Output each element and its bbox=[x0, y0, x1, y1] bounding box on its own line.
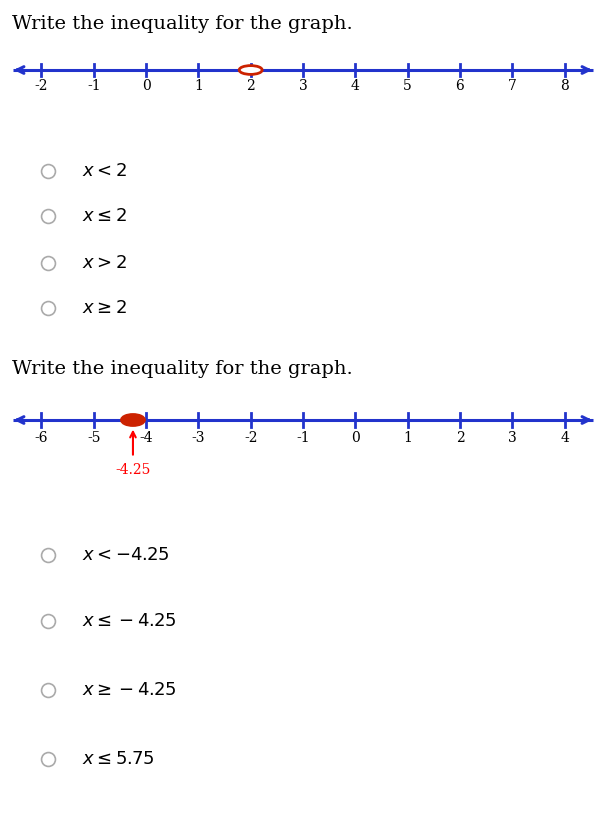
Circle shape bbox=[121, 415, 144, 425]
Text: 3: 3 bbox=[508, 431, 517, 445]
Text: Write the inequality for the graph.: Write the inequality for the graph. bbox=[12, 360, 353, 378]
Text: -4: -4 bbox=[139, 431, 153, 445]
Text: 1: 1 bbox=[194, 78, 203, 92]
Text: $x \geq 2$: $x \geq 2$ bbox=[82, 299, 127, 317]
Text: $x \leq 5.75$: $x \leq 5.75$ bbox=[82, 750, 154, 768]
Circle shape bbox=[239, 65, 262, 74]
Text: $x > 2$: $x > 2$ bbox=[82, 254, 127, 272]
Text: -4.25: -4.25 bbox=[115, 463, 151, 477]
Text: 0: 0 bbox=[351, 431, 360, 445]
Text: Write the inequality for the graph.: Write the inequality for the graph. bbox=[12, 15, 353, 33]
Text: $x < -4.25$: $x < -4.25$ bbox=[82, 546, 170, 564]
Text: 4: 4 bbox=[560, 431, 569, 445]
Text: -6: -6 bbox=[35, 431, 48, 445]
Text: $x \leq 2$: $x \leq 2$ bbox=[82, 207, 127, 225]
Text: 3: 3 bbox=[299, 78, 307, 92]
Text: 4: 4 bbox=[351, 78, 360, 92]
Text: -1: -1 bbox=[296, 431, 310, 445]
Text: 7: 7 bbox=[508, 78, 517, 92]
Text: -3: -3 bbox=[191, 431, 205, 445]
Text: -5: -5 bbox=[87, 431, 101, 445]
Text: -1: -1 bbox=[87, 78, 101, 92]
Text: 2: 2 bbox=[456, 431, 464, 445]
Text: -2: -2 bbox=[35, 78, 48, 92]
Text: 0: 0 bbox=[142, 78, 150, 92]
Text: -2: -2 bbox=[244, 431, 258, 445]
Text: 2: 2 bbox=[246, 78, 255, 92]
Text: 6: 6 bbox=[456, 78, 464, 92]
Text: $x \geq -4.25$: $x \geq -4.25$ bbox=[82, 681, 176, 699]
Text: 8: 8 bbox=[560, 78, 569, 92]
Text: 1: 1 bbox=[403, 431, 412, 445]
Text: $x < 2$: $x < 2$ bbox=[82, 162, 127, 180]
Text: $x \leq -4.25$: $x \leq -4.25$ bbox=[82, 612, 176, 630]
Text: 5: 5 bbox=[403, 78, 412, 92]
